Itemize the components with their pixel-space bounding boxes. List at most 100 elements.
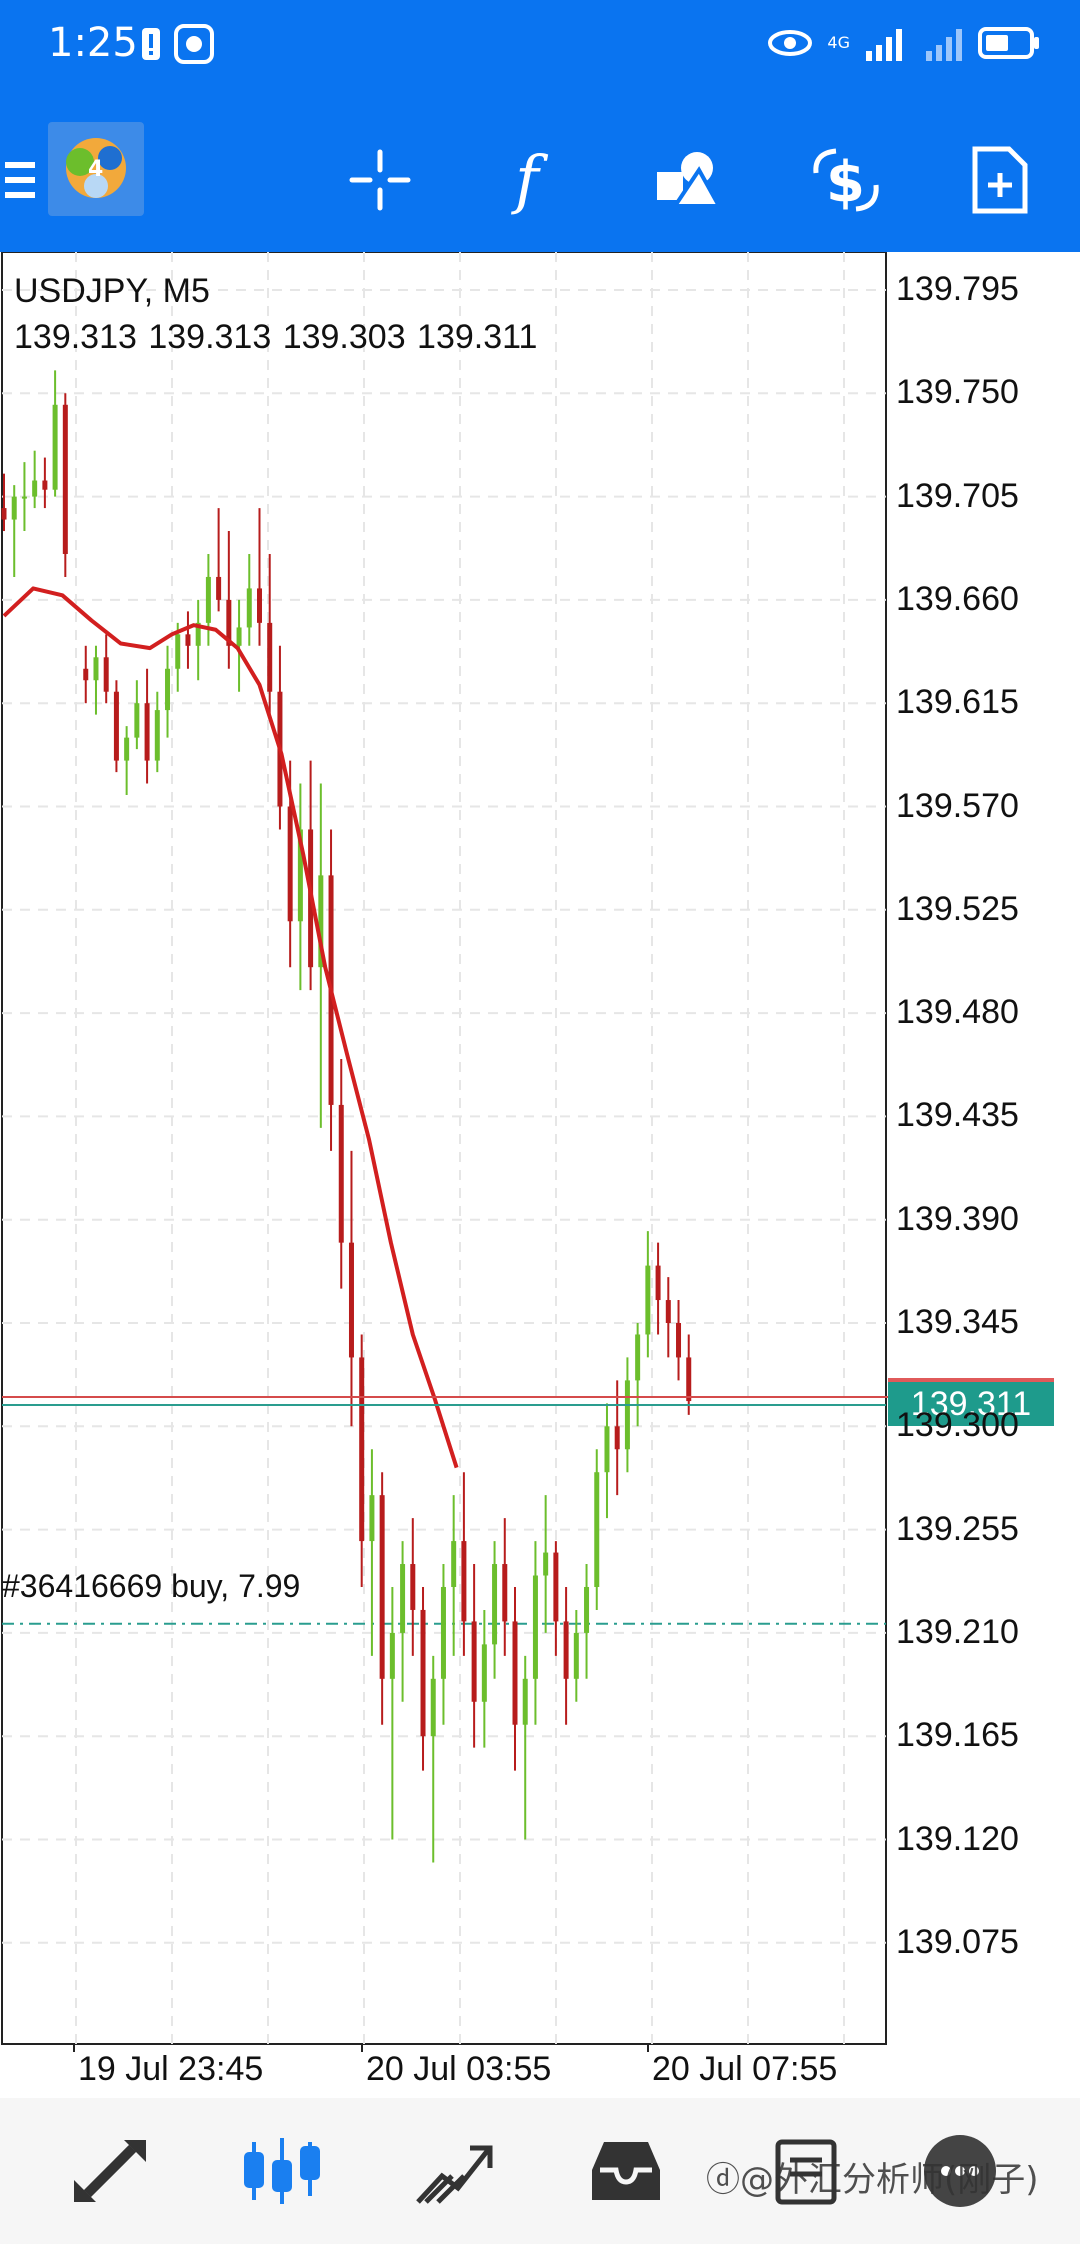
moving-average-line [2,586,459,1469]
chart-candles-icon [244,2138,320,2204]
menu-button[interactable] [0,120,40,240]
battery-icon [978,27,1039,59]
candle-body [604,1426,610,1473]
candle-body [21,496,27,499]
nav-quotes[interactable] [50,2098,170,2244]
nav-history[interactable] [566,2098,686,2244]
news-icon [775,2139,837,2205]
candle-body [11,496,17,520]
order-line-label: #36416669 buy, 7.99 [2,1568,301,1604]
network-type: 4G [827,33,850,52]
app-notification-icon [174,24,214,64]
candle-body [624,1380,630,1450]
time-axis-label: 20 Jul 03:55 [366,2050,552,2088]
candle-body [267,622,273,692]
settings-icon [924,2135,996,2207]
status-icons: 4G [767,18,1040,68]
price-axis-label: 139.345 [896,1303,1019,1341]
status-notifications [140,24,214,64]
candle-body [655,1265,661,1301]
chart-ohlc-values: 139.313 139.313 139.303 139.311 [14,318,538,356]
trade-button[interactable]: $ [786,120,906,240]
price-axis-label: 139.300 [896,1406,1019,1445]
candle-body [461,1541,467,1622]
candle-body [614,1426,620,1450]
candle-body [389,1632,395,1679]
candle-body [154,710,160,761]
price-axis-label: 139.615 [896,683,1019,722]
top-app-bar: 1:25 4G f $ [0,0,1080,252]
objects-button[interactable] [628,120,748,240]
candle-body [543,1552,549,1576]
candle-body [42,480,48,490]
alert-icon [142,28,160,60]
candle-body [287,806,293,922]
nav-news[interactable] [744,2098,864,2244]
crosshair-icon [349,149,411,211]
price-chart[interactable] [0,252,1080,2052]
status-time: 1:25 [48,20,138,66]
chart-frame [1,252,887,2045]
price-axis-label: 139.570 [896,786,1019,825]
candle-body [165,668,171,711]
price-axis-label: 139.750 [896,373,1019,412]
nav-chart[interactable] [222,2098,342,2244]
candle-body [471,1621,477,1702]
signal-icon [866,29,902,61]
time-axis-label: 20 Jul 07:55 [652,2050,838,2088]
price-axis-label: 139.525 [896,889,1019,928]
watermark-text: ⓓ@外汇分析师(刚子) [706,2160,1039,2200]
candle-body [226,599,232,646]
chart-symbol-timeframe: USDJPY, M5 [14,272,210,310]
candle-body [318,875,324,968]
candle-body [420,1609,426,1737]
signal-2-icon [926,29,962,61]
candle-body [676,1323,682,1358]
indicators-button[interactable]: f [474,120,594,240]
chart-toolbar: f $ [0,120,1080,240]
price-axis-label: 139.795 [896,270,1019,308]
candle-body [502,1564,508,1622]
trade-icon: $ [813,148,879,215]
indicator-icon: f [511,145,549,215]
candle-body [573,1632,579,1679]
candle-body [686,1357,692,1402]
candle-body [83,668,89,681]
price-axis-label: 139.165 [896,1716,1019,1755]
time-axis-label: 19 Jul 23:45 [78,2050,264,2088]
candle-body [430,1678,436,1737]
price-axis-label: 139.390 [896,1199,1019,1238]
menu-icon [5,162,35,198]
price-axis-label: 139.660 [896,579,1019,618]
candle-body [144,703,150,761]
candle-body [645,1265,651,1335]
candle-body [553,1552,559,1622]
candle-body [369,1495,375,1542]
price-axis-label: 139.480 [896,993,1019,1032]
candle-body [124,737,130,761]
price-axis-label: 139.705 [896,476,1019,515]
candle-body [62,404,68,554]
nav-trade[interactable] [394,2098,514,2244]
current-price-tag: 139.311 [888,1378,1054,1426]
candle-body [379,1495,385,1679]
candle-body [400,1564,406,1633]
price-axis-label: 139.210 [896,1612,1019,1651]
candle-body [532,1575,538,1679]
candle-body [635,1334,641,1381]
price-axis-label: 139.075 [896,1922,1019,1961]
candle-body [451,1541,457,1587]
quotes-icon [74,2140,146,2202]
candle-body [665,1300,671,1323]
candle-body [134,703,140,738]
bottom-navigation [0,2098,1080,2244]
new-order-button[interactable] [940,120,1060,240]
candle-body [481,1644,487,1702]
candle-body [113,691,119,761]
trade-chart-icon [416,2145,493,2204]
chart-canvas[interactable] [0,252,1080,2052]
crosshair-button[interactable] [320,120,440,240]
candle-body [205,576,211,623]
candle-body [338,1104,344,1243]
nav-settings[interactable] [900,2098,1020,2244]
